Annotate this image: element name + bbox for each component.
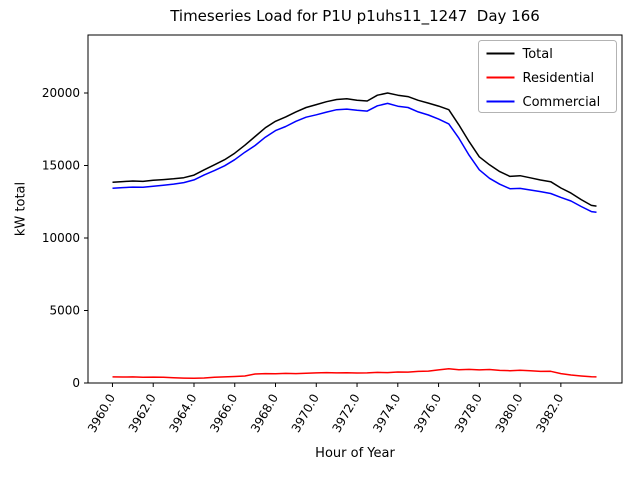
legend-label-total: Total — [522, 47, 553, 62]
x-tick-label: 3962.0 — [126, 392, 159, 435]
x-tick-label: 3972.0 — [330, 392, 363, 435]
series-line-residential — [112, 368, 597, 379]
x-tick-label: 3966.0 — [207, 392, 240, 435]
x-axis-label: Hour of Year — [315, 446, 395, 461]
x-tick-label: 3982.0 — [533, 392, 566, 435]
x-tick-label: 3974.0 — [370, 392, 403, 435]
x-tick-label: 3970.0 — [289, 392, 322, 435]
legend-label-commercial: Commercial — [523, 95, 601, 110]
x-tick-label: 3978.0 — [452, 392, 485, 435]
y-tick-label: 5000 — [49, 304, 80, 318]
x-tick-label: 3964.0 — [166, 392, 199, 435]
y-tick-label: 15000 — [42, 159, 80, 173]
chart-title: Timeseries Load for P1U p1uhs11_1247 Day… — [170, 7, 540, 25]
y-tick-label: 10000 — [42, 231, 80, 245]
legend-box — [478, 40, 617, 113]
x-tick-label: 3960.0 — [85, 392, 118, 435]
y-axis-label: kW total — [13, 181, 29, 237]
x-tick-label: 3980.0 — [493, 392, 526, 435]
y-tick-label: 0 — [72, 376, 80, 390]
y-tick-label: 20000 — [42, 86, 80, 100]
series-line-commercial — [112, 102, 597, 213]
x-tick-label: 3976.0 — [411, 392, 444, 435]
legend-label-residential: Residential — [523, 71, 595, 86]
series-line-total — [112, 92, 597, 207]
x-tick-label: 3968.0 — [248, 392, 281, 435]
